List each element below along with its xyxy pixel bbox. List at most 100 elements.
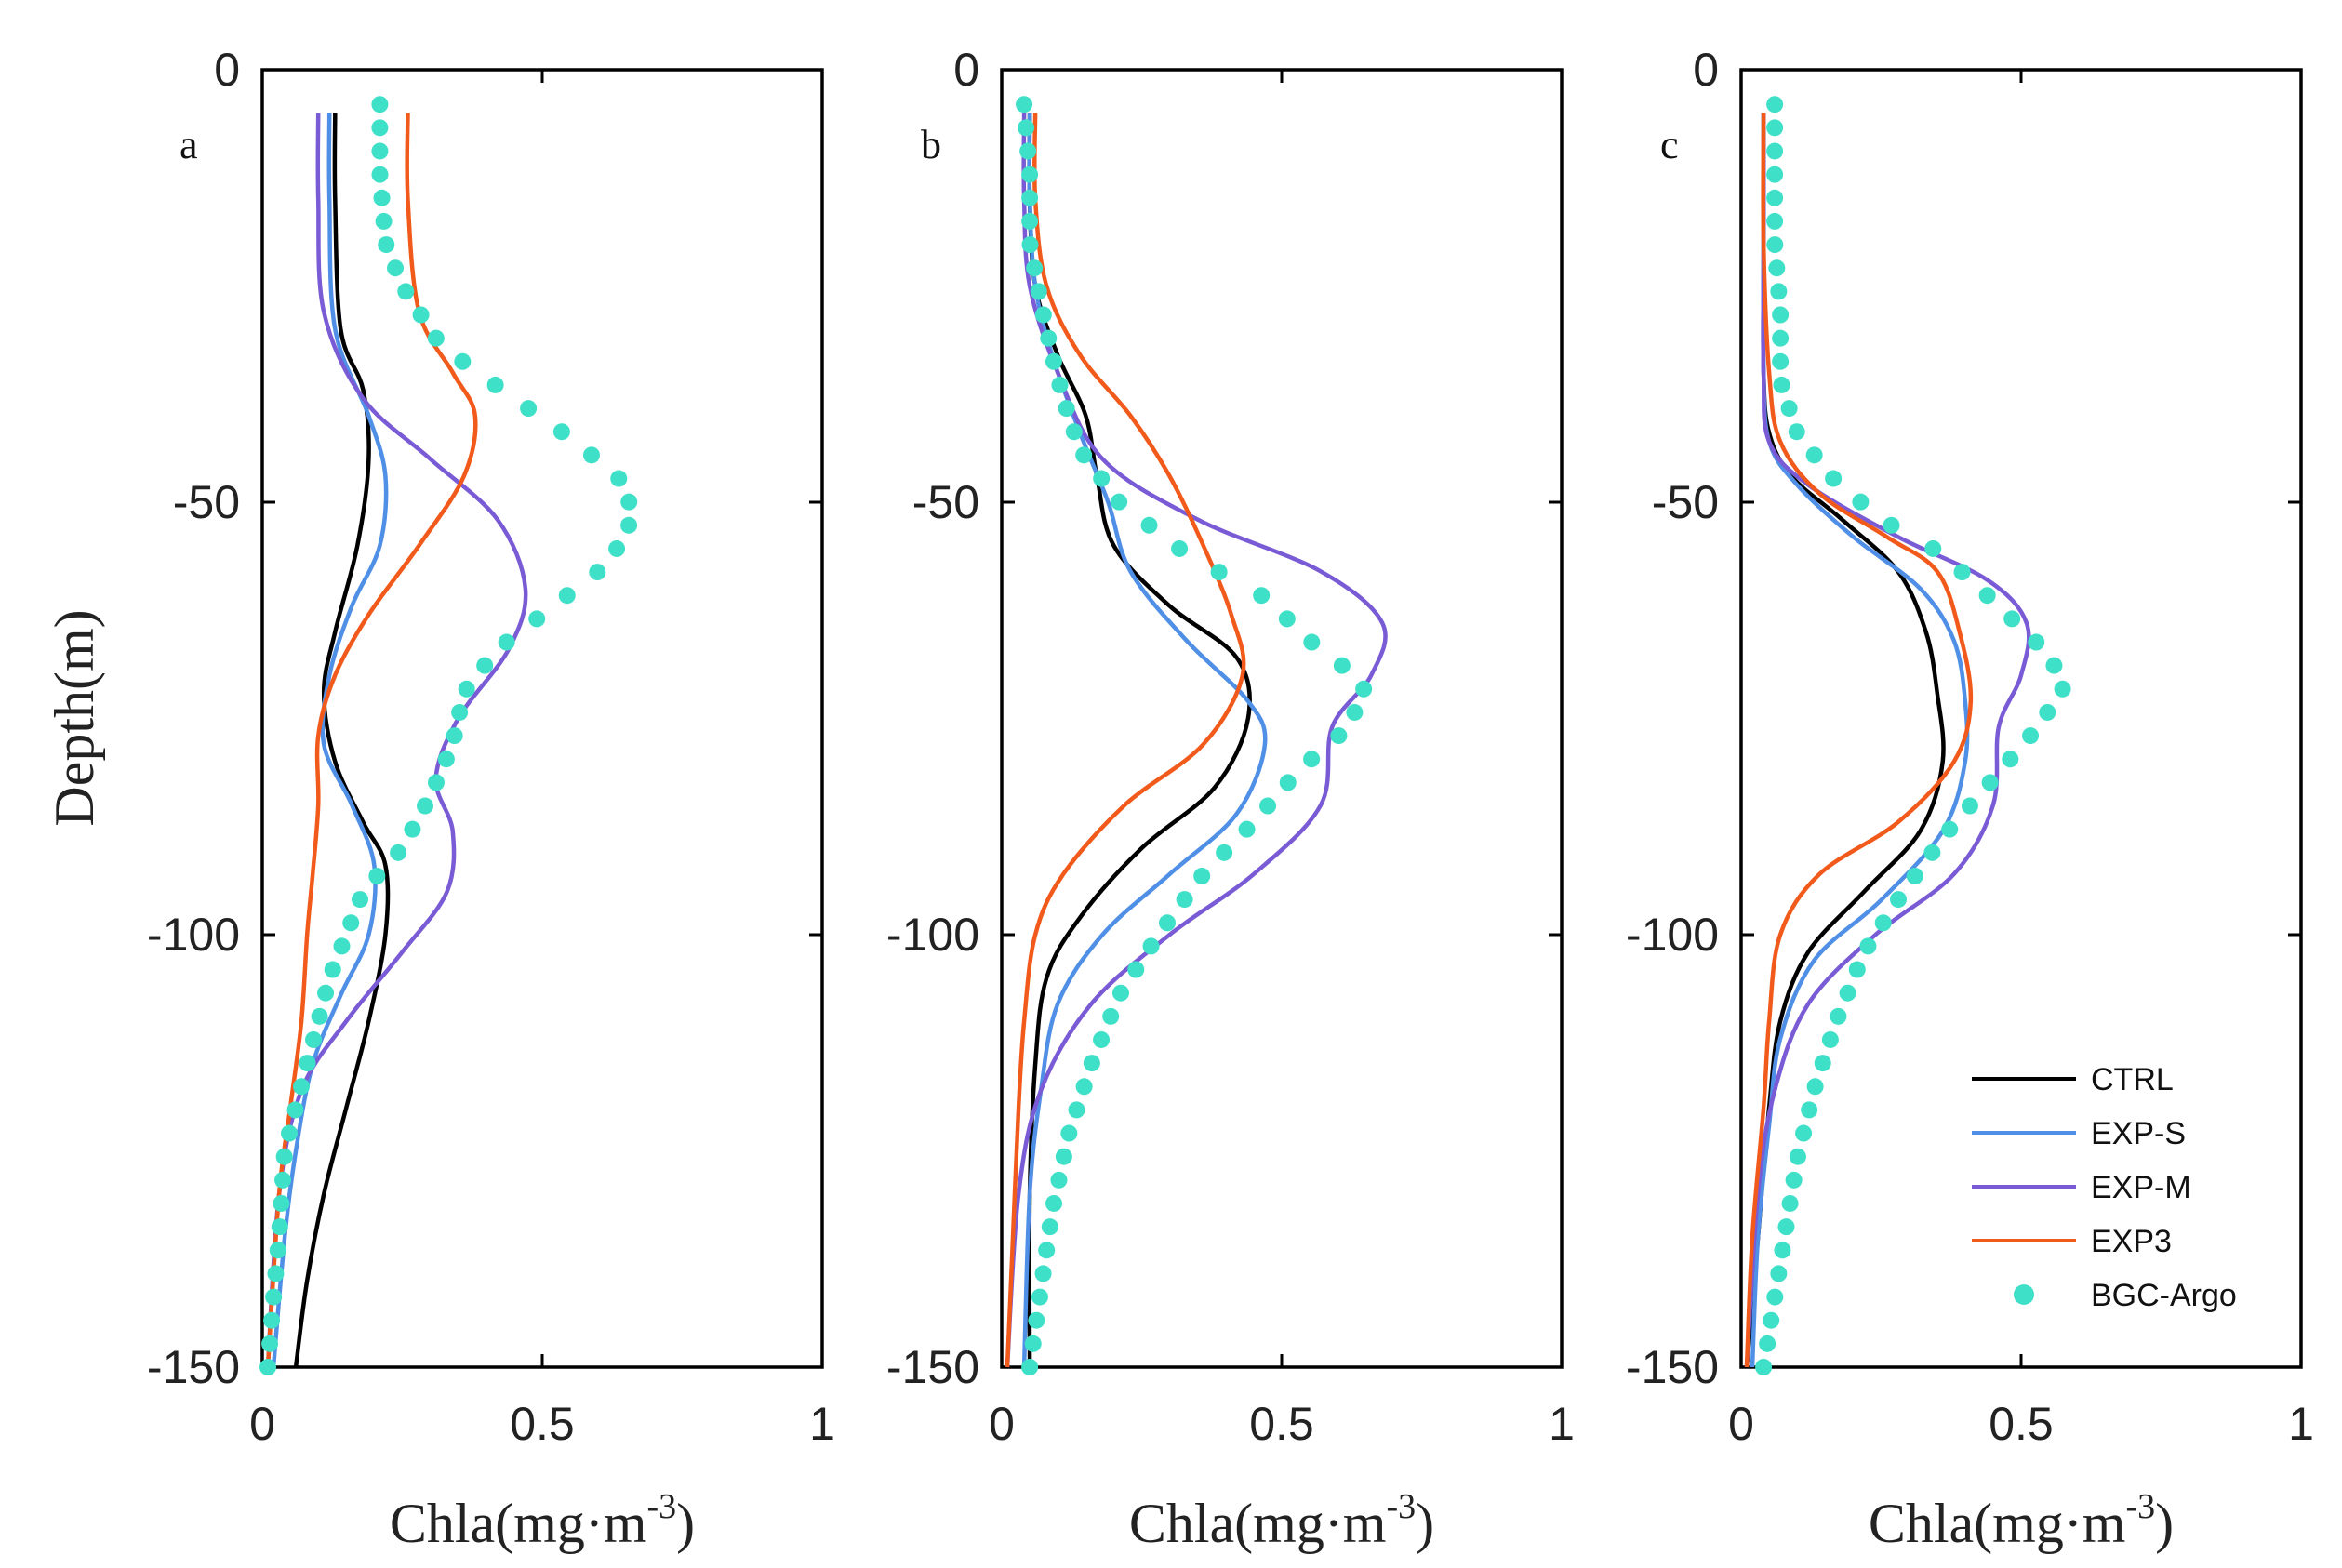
data-point-bgc-argo bbox=[608, 539, 626, 557]
data-point-bgc-argo bbox=[1041, 1218, 1058, 1236]
data-point-bgc-argo bbox=[1981, 774, 1999, 791]
data-point-bgc-argo bbox=[342, 914, 360, 932]
data-point-bgc-argo bbox=[265, 1288, 283, 1306]
data-point-bgc-argo bbox=[1253, 587, 1271, 605]
data-point-bgc-argo bbox=[427, 774, 445, 791]
data-point-bgc-argo bbox=[1770, 283, 1788, 300]
data-point-bgc-argo bbox=[1766, 236, 1784, 254]
data-point-bgc-argo bbox=[333, 937, 351, 955]
data-point-bgc-argo bbox=[1795, 1124, 1813, 1142]
data-point-bgc-argo bbox=[261, 1335, 279, 1352]
data-point-bgc-argo bbox=[1766, 212, 1784, 230]
data-point-bgc-argo bbox=[1333, 657, 1351, 674]
data-point-bgc-argo bbox=[2028, 633, 2045, 651]
data-point-bgc-argo bbox=[1852, 493, 1870, 511]
data-point-bgc-argo bbox=[552, 423, 570, 441]
data-point-bgc-argo bbox=[271, 1218, 288, 1236]
panel-label: b bbox=[921, 122, 941, 167]
data-point-bgc-argo bbox=[412, 306, 430, 324]
data-point-bgc-argo bbox=[1171, 539, 1189, 557]
y-tick-label: 0 bbox=[953, 44, 979, 96]
y-tick-label: -150 bbox=[886, 1341, 979, 1393]
x-axis-title: Chla(mg·m-3) bbox=[1869, 1487, 2174, 1554]
data-point-bgc-argo bbox=[1941, 820, 1959, 838]
data-point-bgc-argo bbox=[1814, 1055, 1831, 1072]
data-point-bgc-argo bbox=[1279, 774, 1297, 791]
data-point-bgc-argo bbox=[486, 376, 504, 393]
data-point-bgc-argo bbox=[1018, 119, 1035, 137]
data-point-bgc-argo bbox=[1040, 329, 1058, 347]
data-point-bgc-argo bbox=[1158, 914, 1176, 932]
data-point-bgc-argo bbox=[1026, 259, 1044, 277]
y-tick-label: -100 bbox=[147, 909, 240, 961]
data-point-bgc-argo bbox=[1083, 1055, 1100, 1072]
data-point-bgc-argo bbox=[373, 189, 391, 206]
data-point-bgc-argo bbox=[1210, 564, 1228, 581]
x-tick-label: 1 bbox=[809, 1398, 835, 1450]
data-point-bgc-argo bbox=[1953, 564, 1971, 581]
data-point-bgc-argo bbox=[263, 1311, 281, 1329]
data-point-bgc-argo bbox=[1766, 96, 1784, 113]
data-point-bgc-argo bbox=[1821, 1030, 1839, 1048]
data-point-bgc-argo bbox=[1906, 867, 1923, 884]
data-point-bgc-argo bbox=[1058, 400, 1075, 418]
data-point-bgc-argo bbox=[610, 470, 628, 487]
data-point-bgc-argo bbox=[1755, 1359, 1773, 1375]
data-point-bgc-argo bbox=[620, 493, 638, 511]
data-point-bgc-argo bbox=[1045, 352, 1062, 370]
data-point-bgc-argo bbox=[371, 96, 389, 113]
data-point-bgc-argo bbox=[368, 867, 386, 884]
data-point-bgc-argo bbox=[1772, 306, 1790, 324]
data-point-bgc-argo bbox=[2054, 680, 2071, 698]
panel-a: 0 -50 -100 -150 0 0.5 1 a Chla(mg·m-3) D… bbox=[44, 44, 835, 1554]
legend-label: EXP3 bbox=[2091, 1224, 2172, 1259]
data-point-bgc-argo bbox=[1766, 142, 1784, 160]
data-point-bgc-argo bbox=[427, 329, 445, 347]
data-point-bgc-argo bbox=[1785, 1171, 1803, 1189]
data-point-bgc-argo bbox=[1303, 751, 1321, 768]
data-point-bgc-argo bbox=[1278, 610, 1296, 628]
tick-marks bbox=[260, 68, 824, 1369]
data-point-bgc-argo bbox=[317, 984, 335, 1002]
legend-swatch-bgc-argo bbox=[2014, 1284, 2034, 1305]
data-point-bgc-argo bbox=[1759, 1335, 1776, 1352]
data-point-bgc-argo bbox=[1355, 680, 1373, 698]
data-point-bgc-argo bbox=[1770, 1265, 1788, 1282]
data-point-bgc-argo bbox=[1050, 1171, 1068, 1189]
x-tick-label: 0 bbox=[249, 1398, 275, 1450]
x-tick-label: 0 bbox=[1728, 1398, 1754, 1450]
legend-label: BGC-Argo bbox=[2091, 1278, 2237, 1313]
data-point-bgc-argo bbox=[267, 1265, 285, 1282]
data-point-bgc-argo bbox=[558, 587, 576, 605]
data-point-bgc-argo bbox=[1142, 937, 1160, 955]
data-point-bgc-argo bbox=[458, 680, 475, 698]
data-point-bgc-argo bbox=[371, 142, 389, 160]
tick-marks bbox=[1000, 68, 1564, 1369]
data-point-bgc-argo bbox=[390, 844, 407, 861]
data-point-bgc-argo bbox=[259, 1359, 277, 1375]
x-tick-label: 0.5 bbox=[510, 1398, 575, 1450]
data-point-bgc-argo bbox=[2039, 703, 2056, 721]
y-tick-label: -150 bbox=[147, 1341, 240, 1393]
legend: CTRL EXP-S EXP-M EXP3 BGC-Argo bbox=[1972, 1062, 2237, 1313]
series-line-exp3 bbox=[1005, 113, 1246, 1368]
data-point-bgc-argo bbox=[417, 797, 434, 815]
series-layer bbox=[259, 96, 638, 1375]
data-point-bgc-argo bbox=[1773, 376, 1790, 393]
data-point-bgc-argo bbox=[589, 564, 606, 581]
y-axis-title: Depth(m) bbox=[44, 609, 105, 826]
data-point-bgc-argo bbox=[371, 119, 389, 137]
data-point-bgc-argo bbox=[1016, 96, 1033, 113]
data-point-bgc-argo bbox=[305, 1030, 323, 1048]
data-point-bgc-argo bbox=[274, 1171, 292, 1189]
data-point-bgc-argo bbox=[1111, 984, 1129, 1002]
data-point-bgc-argo bbox=[397, 283, 415, 300]
x-axis-title: Chla(mg·m-3) bbox=[1129, 1487, 1434, 1554]
data-point-bgc-argo bbox=[1303, 633, 1321, 651]
data-point-bgc-argo bbox=[1028, 1311, 1045, 1329]
data-point-bgc-argo bbox=[1883, 516, 1900, 534]
series-layer bbox=[1005, 96, 1388, 1375]
data-point-bgc-argo bbox=[1021, 189, 1039, 206]
data-point-bgc-argo bbox=[1075, 1078, 1093, 1096]
data-point-bgc-argo bbox=[1890, 891, 1908, 909]
